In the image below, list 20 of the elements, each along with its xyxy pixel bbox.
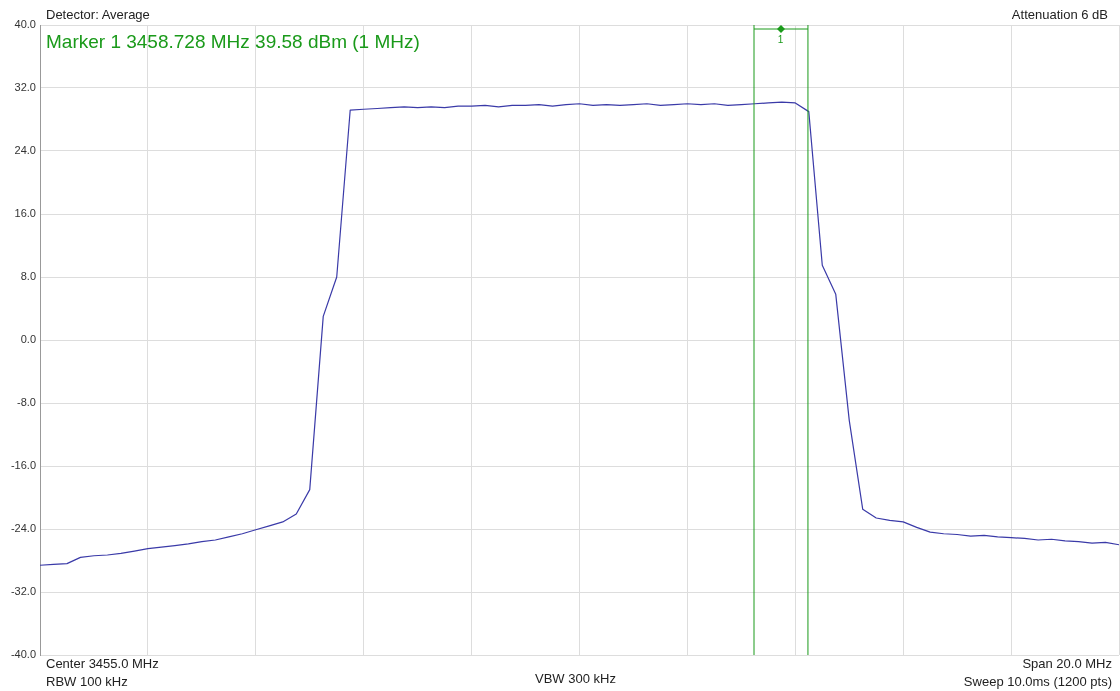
text: VBW 300 kHz [535,671,616,686]
y-tick-label: -32.0 [10,585,36,598]
annotation: 1 [777,34,784,45]
text: Detector: Average [46,7,150,22]
y-tick-label: -8.0 [17,396,36,409]
text: RBW 100 kHz [46,674,128,689]
y-tick-label: 24.0 [14,144,36,157]
y-tick-label: -16.0 [10,459,36,472]
y-tick-label: 16.0 [14,207,36,220]
y-tick-label: 0.0 [20,333,36,346]
y-tick-label: -24.0 [10,522,36,535]
annotation: Marker 1 3458.728 MHz 39.58 dBm (1 MHz) [46,31,420,53]
text: Sweep 10.0ms (1200 pts) [963,674,1112,689]
y-tick-label: 40.0 [14,18,36,31]
y-tick-label: -40.0 [10,648,36,661]
text: Attenuation 6 dB [1011,7,1108,22]
text: Center 3455.0 MHz [46,656,159,671]
y-tick-label: 32.0 [14,81,36,94]
text: Span 20.0 MHz [1022,656,1112,671]
y-tick-label: 8.0 [20,270,36,283]
